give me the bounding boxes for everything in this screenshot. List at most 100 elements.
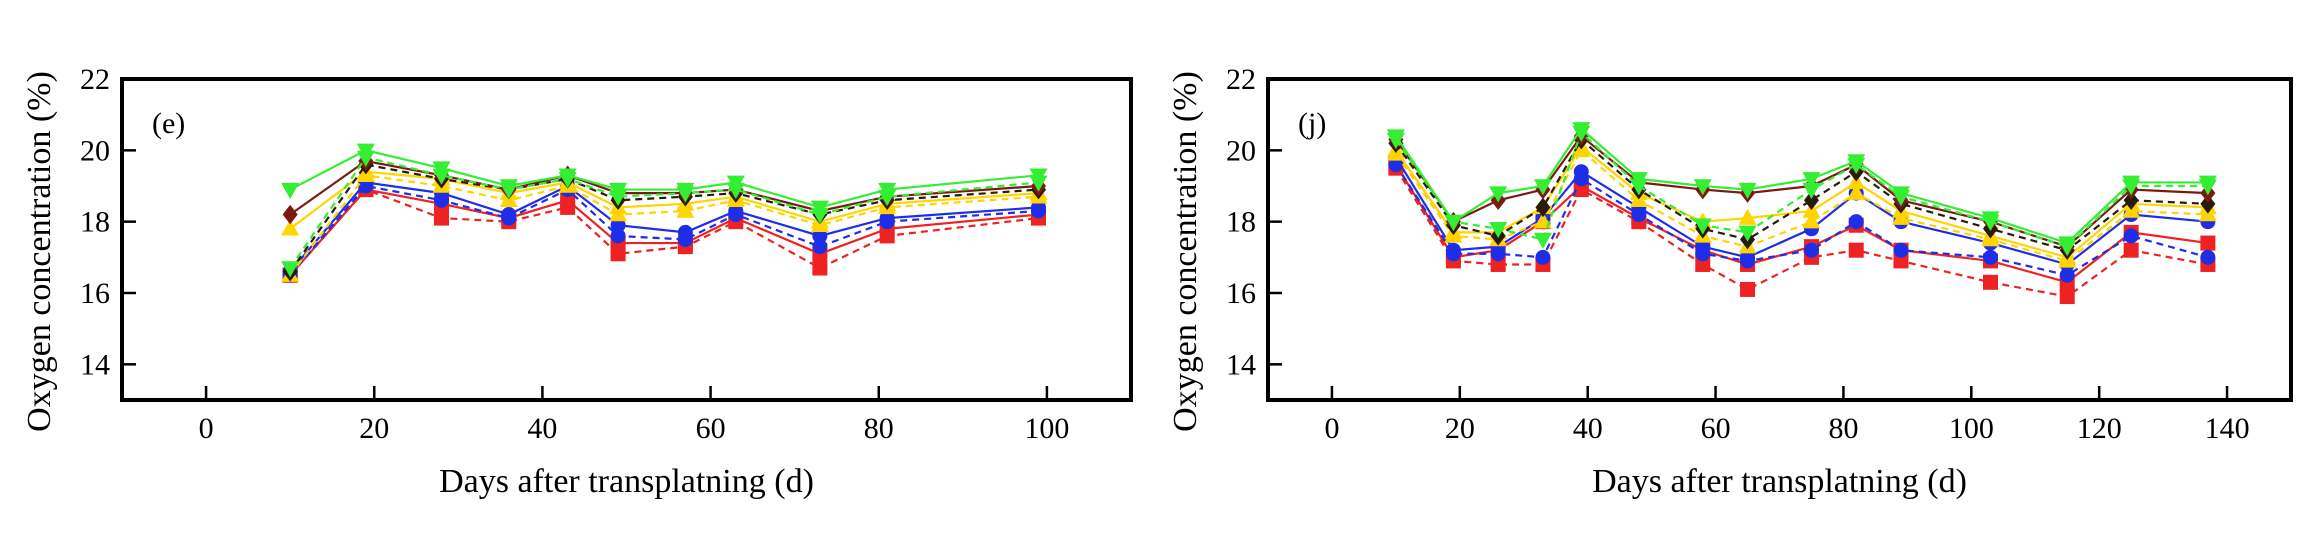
data-point [1490,256,1506,272]
x-tick-label: 60 [696,412,726,445]
data-point [1802,182,1821,199]
data-point [282,204,298,225]
data-point [1572,122,1591,139]
data-point [2059,289,2075,305]
panel-label: (e) [152,107,185,140]
data-point [879,210,895,226]
data-point [726,175,745,192]
data-point [1738,208,1757,225]
data-point [610,228,626,244]
data-point [728,203,744,219]
tick-labels: 0 20 40 60 80 100 120 140 14 16 18 20 22 [1226,63,2250,445]
panel-label: (j) [1298,107,1326,140]
data-point [1444,214,1463,232]
data-point [1740,249,1756,265]
data-point [1802,172,1821,189]
data-point [1803,190,1819,211]
x-tick-label: 80 [864,412,894,445]
data-point [1535,249,1551,265]
y-axis-label: Oxygen concentration (%) [1167,71,1204,432]
data-point [1738,182,1757,199]
data-point [1695,239,1711,255]
data-point [810,200,829,217]
x-tick-label: 80 [1828,412,1858,445]
data-point [499,179,518,196]
x-axis-label: Days after transplatning (d) [439,463,814,500]
data-point [1740,281,1756,297]
tick-marks [122,77,1049,400]
data-point [560,192,576,208]
x-tick-label: 60 [1701,412,1731,445]
series-line [1394,148,2208,263]
y-tick-label: 16 [80,277,110,310]
data-point [1629,172,1648,189]
data-point [1847,154,1866,171]
chart-panel-j: 0 20 40 60 80 100 120 140 14 16 18 20 22 (j) Days af… [1167,63,2293,500]
x-tick-label: 20 [359,412,389,445]
data-point [1533,179,1552,196]
data-point [434,210,450,226]
y-tick-label: 22 [80,63,110,96]
data-point [1693,179,1712,196]
x-tick-label: 120 [2077,412,2122,445]
data-point [812,228,828,244]
data-point [2200,194,2216,214]
data-point [2200,249,2216,265]
series-line [1394,134,2208,248]
data-point [2059,267,2075,283]
data-point [2198,175,2217,192]
data-point [1573,164,1589,180]
tick-labels: 0 20 40 60 80 100 14 16 18 20 22 [80,63,1069,445]
data-point [1982,274,1998,290]
data-point [1693,218,1712,235]
data-point [2200,235,2216,251]
x-tick-label: 100 [1024,412,1069,445]
data-point [1802,212,1821,229]
data-point [432,161,451,178]
data-point [1695,256,1711,272]
data-point [1891,186,1910,203]
data-point [1848,242,1864,258]
x-tick-label: 0 [1324,412,1339,445]
series-line [1394,167,2209,298]
data-point [2123,190,2139,211]
y-tick-label: 20 [80,134,110,167]
data-point [1981,211,2000,228]
series-line [289,188,1039,276]
data-point [610,217,626,233]
y-tick-label: 20 [1226,134,1256,167]
y-tick-label: 18 [80,206,110,239]
y-tick-label: 22 [1226,63,1256,96]
x-tick-label: 40 [527,412,557,445]
data-point [1893,242,1909,258]
data-point [812,260,828,276]
y-tick-label: 14 [80,348,110,381]
x-tick-label: 140 [2205,412,2250,445]
tick-marks [1268,77,2229,400]
data-point [1445,242,1461,258]
data-point [1847,183,1866,200]
plot-area [1386,122,2217,305]
chart-panel-e: 0 20 40 60 80 100 14 16 18 20 22 (e) Days after tr… [21,63,1133,500]
data-point [1848,214,1864,230]
data-point [356,143,375,160]
data-point [501,207,517,223]
data-point [1533,232,1552,249]
x-tick-label: 100 [1949,412,1994,445]
x-tick-label: 20 [1445,412,1475,445]
y-axis-label: Oxygen concentration (%) [21,71,58,432]
data-point [1489,222,1508,239]
data-point [1386,129,1405,146]
data-point [281,261,300,278]
data-point [1803,242,1819,258]
data-point [878,182,897,199]
data-point [1031,199,1047,215]
data-point [558,168,577,185]
series-line [1394,145,2208,259]
data-point [281,182,300,199]
axes-frame [1266,77,2293,402]
data-point [281,219,300,236]
data-point [1982,249,1998,265]
data-point [1535,197,1551,218]
